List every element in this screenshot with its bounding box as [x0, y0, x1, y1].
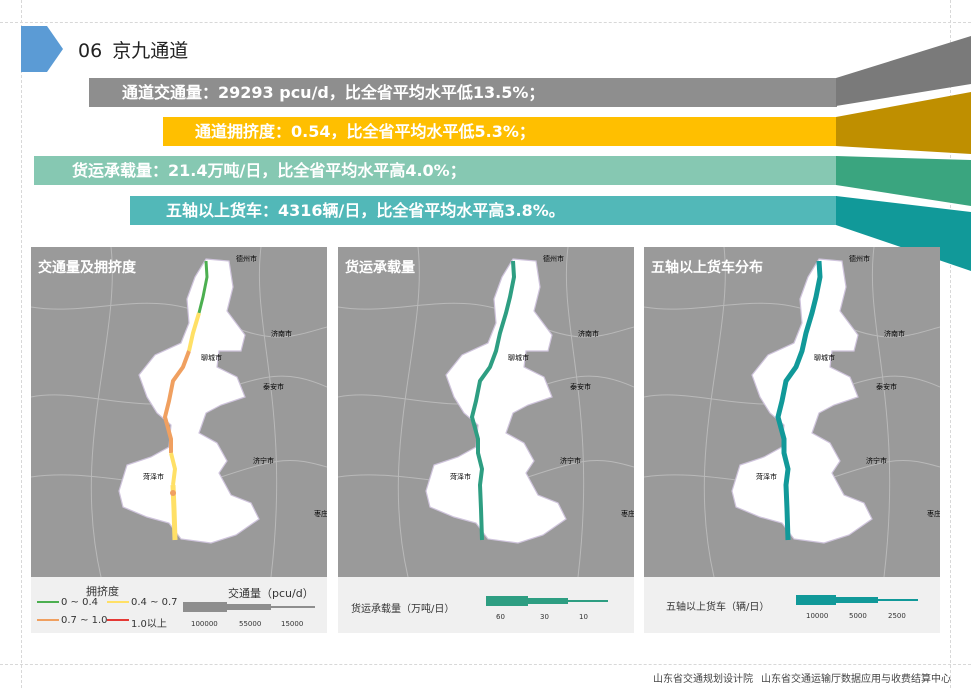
city-label: 菏泽市	[756, 472, 777, 481]
guide-line-bottom	[0, 664, 971, 665]
legend-tick: 100000	[191, 620, 218, 628]
legend-trucks-scale	[796, 595, 918, 605]
section-title: 06 京九通道	[78, 36, 188, 63]
footer-org1: 山东省交通规划设计院	[653, 674, 753, 685]
city-label: 济宁市	[560, 456, 581, 465]
section-arrow-icon	[21, 26, 63, 72]
legend-tick: 15000	[281, 620, 304, 628]
city-label: 济南市	[271, 329, 292, 338]
stat-bar-traffic-volume: 通道交通量：29293 pcu/d，比全省平均水平低13.5%；	[89, 78, 837, 107]
legend-trucks: 五轴以上货车（辆/日） 10000 5000 2500	[644, 577, 940, 633]
stat-bar-heavy-trucks: 五轴以上货车：4316辆/日，比全省平均水平高3.8%。	[130, 196, 837, 225]
map-graphic-traffic: 德州市 济南市 聊城市 泰安市 济宁市 菏泽市 枣庄	[31, 247, 327, 577]
city-label: 聊城市	[508, 353, 529, 362]
section-title-text: 京九通道	[112, 40, 189, 62]
legend-swatch-icon	[107, 601, 129, 603]
map-panel-traffic: 德州市 济南市 聊城市 泰安市 济宁市 菏泽市 枣庄 交通量及拥挤度	[31, 247, 327, 577]
legend-swatch-icon	[107, 619, 129, 621]
legend-item: 1.0以上	[131, 619, 167, 630]
city-label: 德州市	[236, 254, 257, 263]
legend-traffic: 拥挤度 0 ~ 0.4 0.4 ~ 0.7 0.7 ~ 1.0 1.0以上 交通…	[31, 577, 327, 633]
city-label: 菏泽市	[143, 472, 164, 481]
legend-tick: 2500	[888, 612, 906, 620]
city-label: 济宁市	[866, 456, 887, 465]
legend-tick: 55000	[239, 620, 262, 628]
legend-tick: 10	[579, 613, 588, 621]
city-label: 聊城市	[814, 353, 835, 362]
city-label: 济宁市	[253, 456, 274, 465]
guide-line-right	[950, 0, 951, 688]
city-label: 济南市	[884, 329, 905, 338]
city-label: 泰安市	[570, 382, 591, 391]
map-title: 货运承载量	[345, 260, 415, 276]
city-label: 德州市	[543, 254, 564, 263]
map-graphic-freight: 德州市 济南市 聊城市 泰安市 济宁市 菏泽市 枣庄	[338, 247, 634, 577]
city-label: 德州市	[849, 254, 870, 263]
city-label: 菏泽市	[450, 472, 471, 481]
city-label: 泰安市	[263, 382, 284, 391]
city-label: 聊城市	[201, 353, 222, 362]
fan-connector-graphic	[836, 36, 971, 271]
section-number: 06	[78, 40, 103, 62]
legend-title-trucks: 五轴以上货车（辆/日）	[666, 602, 770, 613]
guide-line-top	[0, 22, 971, 23]
fan-band-gold	[836, 92, 971, 154]
legend-item: 0.4 ~ 0.7	[131, 597, 178, 608]
legend-item: 0.7 ~ 1.0	[61, 615, 108, 626]
stat-bar-freight-capacity: 货运承载量：21.4万吨/日，比全省平均水平高4.0%；	[34, 156, 837, 185]
city-label: 济南市	[578, 329, 599, 338]
city-label: 泰安市	[876, 382, 897, 391]
legend-swatch-icon	[37, 601, 59, 603]
fan-band-gray	[836, 36, 971, 106]
map-panel-freight: 德州市 济南市 聊城市 泰安市 济宁市 菏泽市 枣庄 货运承载量	[338, 247, 634, 577]
legend-item: 0 ~ 0.4	[61, 597, 99, 608]
legend-title-freight: 货运承载量（万吨/日）	[351, 604, 455, 615]
stat-bar-congestion: 通道拥挤度：0.54，比全省平均水平低5.3%；	[163, 117, 837, 146]
legend-freight: 货运承载量（万吨/日） 60 30 10	[338, 577, 634, 633]
footer-org2: 山东省交通运输厅数据应用与收费结算中心	[761, 674, 951, 685]
map-title: 交通量及拥挤度	[38, 260, 136, 276]
legend-tick: 10000	[806, 612, 829, 620]
legend-swatch-icon	[37, 619, 59, 621]
fan-band-green	[836, 156, 971, 206]
legend-tick: 30	[540, 613, 549, 621]
city-label: 枣庄	[621, 509, 634, 518]
legend-title-volume: 交通量（pcu/d）	[228, 587, 314, 600]
city-label: 枣庄	[314, 509, 327, 518]
map-panel-trucks: 德州市 济南市 聊城市 泰安市 济宁市 菏泽市 枣庄 五轴以上货车分布	[644, 247, 940, 577]
legend-volume-scale	[183, 602, 315, 612]
city-label: 枣庄	[927, 509, 940, 518]
map-title: 五轴以上货车分布	[651, 260, 763, 276]
legend-title-congestion: 拥挤度	[86, 585, 119, 598]
legend-freight-scale	[486, 596, 608, 606]
legend-tick: 60	[496, 613, 505, 621]
guide-line-left	[21, 0, 22, 688]
legend-tick: 5000	[849, 612, 867, 620]
map-graphic-trucks: 德州市 济南市 聊城市 泰安市 济宁市 菏泽市 枣庄	[644, 247, 940, 577]
footer: 山东省交通规划设计院 山东省交通运输厅数据应用与收费结算中心	[645, 670, 951, 685]
